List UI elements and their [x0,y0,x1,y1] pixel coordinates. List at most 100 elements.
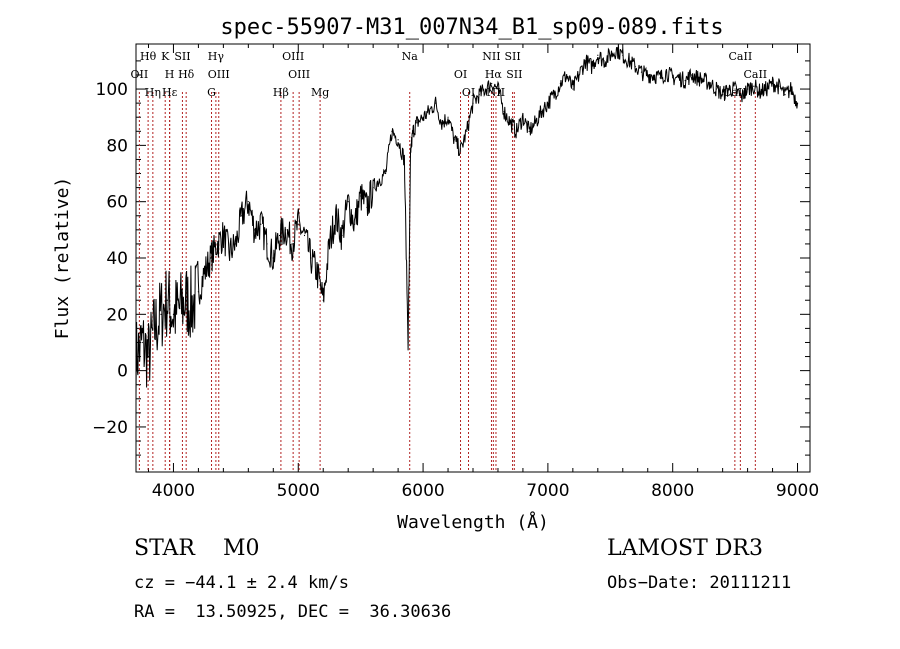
spectrum-point [366,206,368,208]
spectrum-point [372,187,374,189]
spectrum-point [303,234,306,237]
spectrum-point [765,88,767,90]
spectrum-point [147,355,150,358]
y-tick-label: 20 [106,305,128,325]
spectrum-point [790,88,792,90]
spectrum-point [278,234,281,237]
spectrum-point [210,257,212,259]
line-marker-label: OIII [208,68,230,81]
spectrum-point [229,251,231,253]
coordinates-label: RA = 13.50925, DEC = 36.30636 [134,602,452,622]
line-marker-label: OIII [288,68,310,81]
spectrum-point [622,54,624,56]
spectrum-point [216,243,218,245]
spectrum-point [784,94,786,96]
spectrum-point [678,77,680,79]
spectrum-point [597,54,599,56]
spectrum-point [222,234,224,237]
spectrum-point [703,80,705,82]
spectrum-point [185,299,187,301]
line-marker-label: Hγ [208,50,225,63]
y-tick-label: 0 [117,362,128,382]
spectrum-point [516,130,518,132]
spectrum-point [179,308,181,310]
spectrum-point [335,215,337,217]
spectrum-point [154,327,156,329]
line-marker-label: CaII [743,68,767,81]
spectrum-point [715,88,717,90]
spectrum-point [778,85,780,87]
chart-title: spec-55907-M31_007N34_B1_sp09-089.fits [220,15,723,40]
spectrum-point [503,110,505,113]
object-class-label: STAR M0 [134,536,260,561]
spectrum-point [385,172,387,175]
line-marker-label: Mg [311,86,329,99]
spectrum-point [466,130,468,132]
spectrum-point [771,82,774,85]
spectrum-point [690,74,693,76]
redshift-label: cz = −44.1 ± 2.4 km/s [134,573,349,593]
spectrum-point [472,102,474,104]
y-tick-label: 80 [106,136,128,156]
x-tick-label: 6000 [401,481,444,501]
spectrum-point [497,88,499,90]
spectrum-point [322,299,324,301]
spectrum-point [403,158,405,161]
spectrum-point [522,116,524,118]
spectrum-point [796,102,799,104]
line-marker-label: G [207,86,216,99]
spectrum-point [347,201,349,203]
spectrum-point [640,71,643,73]
spectrum-point [684,80,686,82]
line-marker-label: SII [506,68,522,81]
spectrum-point [734,88,736,90]
spectrum-point [407,341,409,344]
spectrum-point [547,102,549,104]
spectrum-point [316,271,318,273]
line-marker-label: Hη [145,86,161,99]
line-marker-label: CaII [729,50,753,63]
spectrum-point [360,195,362,197]
spectrum-point [291,243,293,245]
spectrum-point [709,82,711,85]
spectrum-point [297,223,299,225]
spectrum-point [412,130,414,132]
line-marker-label: OII [131,68,149,81]
survey-label: LAMOST DR3 [607,536,763,561]
x-axis-label: Wavelength (Å) [397,511,549,533]
y-tick-label: 60 [106,193,128,213]
spectrum-point [235,243,237,245]
spectrum-point [241,215,243,217]
spectrum-point [341,234,343,237]
line-marker-label: Na [402,50,419,63]
spectrum-point [697,77,699,79]
line-marker-label: Hε [162,86,178,99]
spectrum-point [634,65,636,68]
obs-date-label: Obs−Date: 20111211 [607,573,792,593]
line-marker-label: Hα [485,68,503,81]
spectrum-point [422,116,424,118]
x-tick-label: 8000 [651,481,694,501]
spectrum-point [615,49,618,51]
spectrum-point [391,130,393,132]
spectrum-point [740,96,742,99]
spectrum-point [141,341,143,344]
spectrum-point [453,139,455,141]
line-marker-label: OIII [282,50,304,63]
x-tick-label: 4000 [152,481,195,501]
line-marker-label: NII [482,50,500,63]
spectrum-point [416,122,418,124]
spectrum-point [647,74,649,76]
spectrum-point [310,257,312,259]
spectrum-point [572,88,574,90]
line-marker-label: SII [174,50,190,63]
spectrum-point [584,60,586,62]
spectrum-point [759,91,761,93]
spectrum-point [353,223,356,225]
spectrum-point [659,77,661,79]
y-tick-label: 40 [106,249,128,269]
spectrum-point [172,313,175,315]
spectrum-point [409,150,412,152]
spectrum-point [272,257,274,259]
